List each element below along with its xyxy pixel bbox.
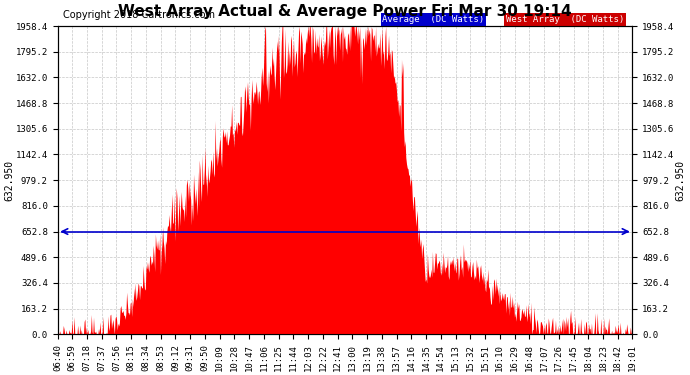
Text: Copyright 2018 Cartronics.com: Copyright 2018 Cartronics.com: [63, 10, 215, 20]
Title: West Array Actual & Average Power Fri Mar 30 19:14: West Array Actual & Average Power Fri Ma…: [118, 4, 572, 19]
Y-axis label: 632.950: 632.950: [676, 160, 686, 201]
Text: Average  (DC Watts): Average (DC Watts): [382, 15, 484, 24]
Text: West Array  (DC Watts): West Array (DC Watts): [506, 15, 624, 24]
Y-axis label: 632.950: 632.950: [4, 160, 14, 201]
